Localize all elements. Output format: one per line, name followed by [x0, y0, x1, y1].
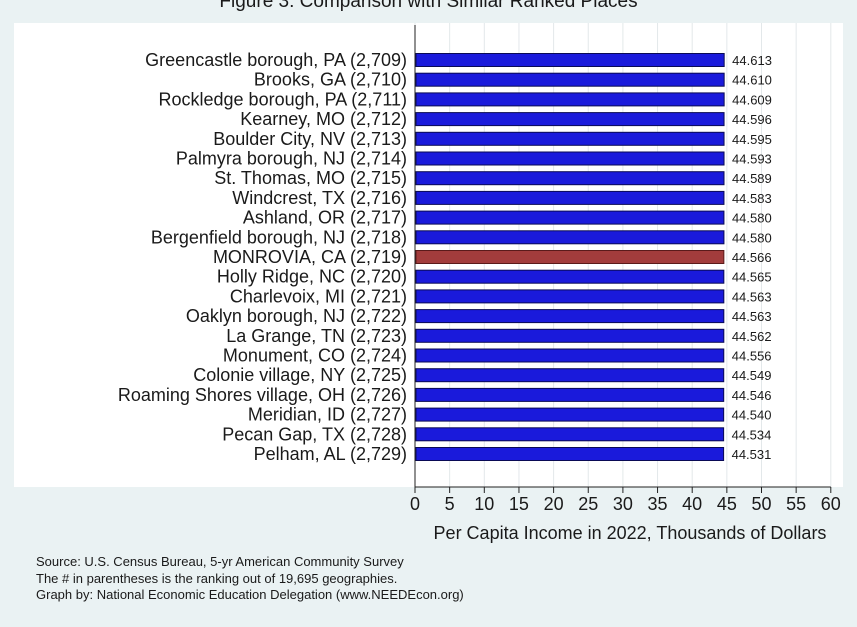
- bar: [415, 230, 725, 245]
- value-label: 44.566: [732, 250, 772, 265]
- x-tick-label: 40: [682, 494, 702, 514]
- category-label: Windcrest, TX (2,716): [232, 188, 407, 208]
- category-label: Charlevoix, MI (2,721): [230, 286, 407, 306]
- bar: [415, 53, 725, 67]
- category-label: Oaklyn borough, NJ (2,722): [186, 306, 407, 326]
- category-label: Palmyra borough, NJ (2,714): [176, 149, 407, 169]
- category-label: Greencastle borough, PA (2,709): [145, 50, 407, 70]
- category-label: Roaming Shores village, OH (2,726): [118, 385, 407, 405]
- value-label: 44.563: [732, 309, 772, 324]
- bar: [415, 328, 725, 343]
- value-label: 44.549: [732, 368, 772, 383]
- value-label: 44.540: [732, 408, 772, 423]
- value-label: 44.531: [732, 447, 772, 462]
- category-label: Meridian, ID (2,727): [248, 405, 407, 425]
- bar: [415, 368, 725, 383]
- value-label: 44.546: [732, 388, 772, 403]
- bar: [415, 407, 725, 422]
- category-label: Brooks, GA (2,710): [254, 70, 407, 90]
- category-label: Pelham, AL (2,729): [254, 444, 407, 464]
- bar: [415, 427, 725, 442]
- value-label: 44.609: [732, 92, 772, 107]
- value-label: 44.583: [732, 191, 772, 206]
- value-label: 44.610: [732, 73, 772, 88]
- category-label: Kearney, MO (2,712): [240, 109, 407, 129]
- bar: [415, 131, 725, 146]
- x-tick-label: 35: [648, 494, 668, 514]
- category-label: Ashland, OR (2,717): [243, 208, 407, 228]
- value-label: 44.563: [732, 289, 772, 304]
- category-label: Boulder City, NV (2,713): [213, 129, 407, 149]
- value-label: 44.596: [732, 112, 772, 127]
- category-label: St. Thomas, MO (2,715): [214, 168, 407, 188]
- x-axis-title: Per Capita Income in 2022, Thousands of …: [434, 523, 827, 543]
- bar: [415, 210, 725, 225]
- value-label: 44.613: [732, 53, 772, 68]
- bar: [415, 112, 725, 127]
- x-tick-label: 45: [717, 494, 737, 514]
- category-label: Holly Ridge, NC (2,720): [217, 267, 407, 287]
- value-label: 44.565: [732, 270, 772, 285]
- chart-title: Figure 3: Comparison with Similar Ranked…: [219, 0, 638, 12]
- x-tick-label: 10: [474, 494, 494, 514]
- value-label: 44.534: [732, 427, 772, 442]
- x-tick-label: 15: [509, 494, 529, 514]
- bar: [415, 190, 725, 205]
- category-label: La Grange, TN (2,723): [226, 326, 407, 346]
- bar: [415, 250, 725, 264]
- bar: [415, 289, 725, 304]
- value-label: 44.556: [732, 349, 772, 364]
- category-label: Bergenfield borough, NJ (2,718): [151, 227, 407, 247]
- value-label: 44.580: [732, 230, 772, 245]
- bar: [415, 92, 725, 107]
- credit-note: Graph by: National Economic Education De…: [36, 587, 464, 602]
- x-tick-label: 20: [544, 494, 564, 514]
- value-label: 44.593: [732, 152, 772, 167]
- value-label: 44.589: [732, 171, 772, 186]
- bar: [415, 72, 725, 87]
- value-label: 44.580: [732, 211, 772, 226]
- value-label: 44.595: [732, 132, 772, 147]
- bar: [415, 269, 725, 284]
- category-label: MONROVIA, CA (2,719): [213, 247, 407, 267]
- x-tick-label: 55: [786, 494, 806, 514]
- value-label: 44.562: [732, 329, 772, 344]
- x-tick-label: 30: [613, 494, 633, 514]
- x-tick-label: 50: [751, 494, 771, 514]
- bar: [415, 309, 725, 324]
- bar: [415, 348, 725, 363]
- bar: [415, 447, 725, 461]
- source-note: Source: U.S. Census Bureau, 5-yr America…: [36, 554, 404, 569]
- x-tick-label: 25: [578, 494, 598, 514]
- x-tick-label: 0: [410, 494, 420, 514]
- category-label: Pecan Gap, TX (2,728): [222, 424, 407, 444]
- bar: [415, 387, 725, 402]
- x-tick-label: 60: [821, 494, 841, 514]
- category-label: Rockledge borough, PA (2,711): [159, 89, 408, 109]
- ranking-note: The # in parentheses is the ranking out …: [36, 570, 398, 586]
- category-label: Colonie village, NY (2,725): [193, 365, 407, 385]
- category-label: Monument, CO (2,724): [223, 346, 407, 366]
- x-tick-label: 5: [445, 494, 455, 514]
- bar: [415, 151, 725, 166]
- bar: [415, 171, 725, 186]
- chart-notes: Source: U.S. Census Bureau, 5-yr America…: [36, 554, 464, 604]
